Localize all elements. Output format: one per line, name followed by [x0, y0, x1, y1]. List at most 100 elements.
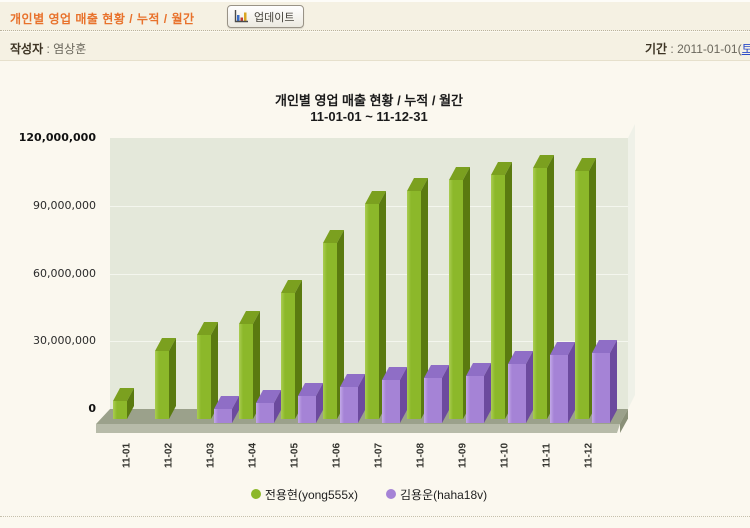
bar-face	[214, 409, 232, 423]
bar-side-face	[211, 322, 218, 419]
bar-top-face	[466, 363, 491, 376]
bar-purple-11-10	[508, 351, 533, 423]
author-field: 작성자 : 염상훈	[10, 42, 87, 56]
bar-green-11-05	[281, 280, 302, 419]
bar-side-face	[547, 155, 554, 419]
bar-side-face	[610, 340, 617, 423]
y-axis-label: 60,000,000	[33, 266, 96, 280]
x-axis-label: 11-01	[121, 442, 133, 469]
bar-face	[382, 380, 400, 423]
bar-green-11-03	[197, 322, 218, 419]
chart-floor-cap	[620, 409, 628, 433]
bottom-separator	[0, 516, 750, 517]
bar-face	[449, 180, 463, 419]
bar-face	[508, 364, 526, 423]
bar-side-face	[442, 365, 449, 423]
bar-side-face	[484, 363, 491, 423]
bar-face	[323, 243, 337, 419]
legend-item-series2: 김용운(haha18v)	[386, 486, 487, 503]
bar-face	[365, 204, 379, 419]
legend-label-series2: 김용운(haha18v)	[400, 487, 488, 502]
bar-side-face	[400, 367, 407, 423]
y-axis-label: 30,000,000	[33, 334, 96, 348]
bar-face	[197, 335, 211, 419]
bar-face	[533, 168, 547, 419]
bar-side-face	[274, 390, 281, 423]
bar-top-face	[340, 374, 365, 387]
x-axis-label: 11-09	[457, 442, 469, 469]
bar-side-face	[463, 167, 470, 419]
bar-green-11-01	[113, 388, 134, 419]
bar-purple-11-03	[214, 396, 239, 423]
legend-item-series1: 전용현(yong555x)	[250, 486, 358, 503]
bar-purple-11-09	[466, 363, 491, 423]
bar-face	[239, 324, 253, 419]
bar-green-11-04	[239, 311, 260, 419]
x-axis-label: 11-11	[541, 443, 553, 468]
plot-side-wall	[628, 124, 635, 409]
bar-purple-11-05	[298, 383, 323, 423]
bar-purple-11-11	[550, 342, 575, 423]
period-value: 2011-01-01(	[677, 42, 742, 56]
bar-top-face	[256, 390, 281, 403]
bar-side-face	[526, 351, 533, 423]
x-axis-label: 11-06	[331, 442, 343, 469]
update-button[interactable]: 업데이트	[227, 5, 305, 28]
bar-green-11-12	[575, 158, 596, 419]
x-axis-label: 11-04	[247, 442, 259, 469]
meta-bar: 작성자 : 염상훈 기간 : 2011-01-01(토	[0, 32, 750, 61]
author-value: 염상훈	[53, 42, 87, 56]
bar-side-face	[568, 342, 575, 423]
y-axis-label: 0	[88, 402, 96, 415]
legend-label-series1: 전용현(yong555x)	[264, 487, 358, 502]
bar-purple-11-12	[592, 340, 617, 423]
bar-chart-icon	[234, 10, 248, 23]
bar-face	[407, 191, 421, 419]
bar-green-11-08	[407, 178, 428, 419]
bar-side-face	[127, 388, 134, 419]
x-axis-label: 11-07	[373, 442, 385, 469]
y-axis-label: 120,000,000	[18, 131, 96, 144]
x-axis-label: 11-10	[499, 442, 511, 469]
bar-side-face	[337, 230, 344, 419]
bar-side-face	[232, 396, 239, 423]
period-field: 기간 : 2011-01-01(토	[645, 40, 750, 57]
header-bar: 개인별 영업 매출 현황 / 누적 / 월간 업데이트	[0, 0, 750, 31]
chart-floor-front	[96, 424, 620, 433]
bar-face	[466, 376, 484, 423]
bar-side-face	[169, 338, 176, 419]
bar-top-face	[298, 383, 323, 396]
bar-face	[340, 387, 358, 423]
bar-purple-11-06	[340, 374, 365, 423]
bar-face	[491, 175, 505, 419]
bar-top-face	[214, 396, 239, 409]
bar-side-face	[379, 191, 386, 419]
author-label: 작성자	[10, 42, 44, 56]
chart-title: 개인별 영업 매출 현황 / 누적 / 월간	[275, 93, 463, 108]
bar-face	[155, 351, 169, 419]
chart-subtitle: 11-01-01 ~ 11-12-31	[310, 109, 428, 124]
update-button-label: 업데이트	[254, 11, 295, 24]
bar-green-11-10	[491, 162, 512, 419]
period-day-link[interactable]: 토	[741, 42, 750, 56]
bar-side-face	[295, 280, 302, 419]
x-axis-label: 11-12	[583, 442, 595, 469]
legend-dot-purple-icon	[386, 489, 396, 499]
page-title: 개인별 영업 매출 현황 / 누적 / 월간	[10, 12, 195, 26]
chart-legend: 전용현(yong555x) 김용운(haha18v)	[0, 484, 738, 504]
bar-face	[592, 353, 610, 423]
bar-side-face	[358, 374, 365, 423]
bar-top-face	[382, 367, 407, 380]
bar-face	[550, 355, 568, 423]
x-axis-label: 11-08	[415, 442, 427, 469]
legend-dot-green-icon	[250, 489, 261, 499]
x-axis-label: 11-03	[205, 442, 217, 469]
bar-green-11-11	[533, 155, 554, 419]
bar-top-face	[592, 340, 617, 353]
bar-top-face	[508, 351, 533, 364]
bar-purple-11-07	[382, 367, 407, 423]
bar-face	[281, 293, 295, 419]
bar-side-face	[421, 178, 428, 419]
x-axis-label: 11-02	[163, 442, 175, 469]
bar-top-face	[550, 342, 575, 355]
